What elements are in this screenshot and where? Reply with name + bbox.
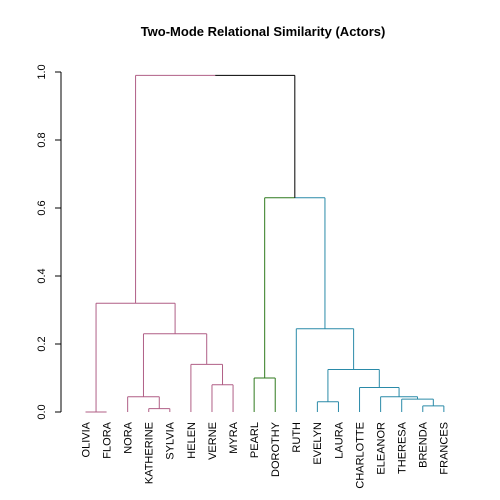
dendrogram-branches: [85, 74, 445, 413]
leaf-label-laura: LAURA: [333, 421, 345, 458]
leaf-label-sylvia: SYLVIA: [165, 421, 177, 459]
leaf-label-dorothy: DOROTHY: [270, 421, 282, 477]
y-axis: 0.0 0.2 0.4 0.6 0.8 1.0: [36, 64, 62, 420]
leaf-label-verne: VERNE: [207, 422, 219, 460]
leaf-label-evelyn: EVELYN: [312, 422, 324, 465]
leaf-label-myra: MYRA: [228, 421, 240, 453]
y-tick-label-0: 0.0: [36, 404, 48, 419]
leaf-label-theresa: THERESA: [397, 421, 409, 474]
leaf-label-nora: NORA: [123, 421, 135, 453]
leaf-label-helen: HELEN: [186, 422, 198, 459]
leaf-label-ruth: RUTH: [291, 422, 303, 453]
y-tick-label-2: 0.4: [36, 268, 48, 283]
leaf-label-katherine: KATHERINE: [144, 422, 156, 484]
y-tick-label-1: 0.2: [36, 336, 48, 351]
leaf-label-pearl: PEARL: [249, 422, 261, 458]
leaf-label-flora: FLORA: [101, 421, 113, 458]
y-tick-label-4: 0.8: [36, 132, 48, 147]
leaf-label-brenda: BRENDA: [418, 421, 430, 468]
chart-title: Two-Mode Relational Similarity (Actors): [141, 24, 386, 39]
leaf-label-olivia: OLIVIA: [80, 421, 92, 457]
leaf-labels: OLIVIA FLORA NORA KATHERINE SYLVIA HELEN VERNE…: [80, 421, 450, 488]
y-tick-label-5: 1.0: [36, 64, 48, 79]
leaf-label-eleanor: ELEANOR: [375, 422, 387, 475]
leaf-label-frances: FRANCES: [439, 422, 451, 475]
y-tick-label-3: 0.6: [36, 200, 48, 215]
leaf-label-charlotte: CHARLOTTE: [354, 422, 366, 489]
